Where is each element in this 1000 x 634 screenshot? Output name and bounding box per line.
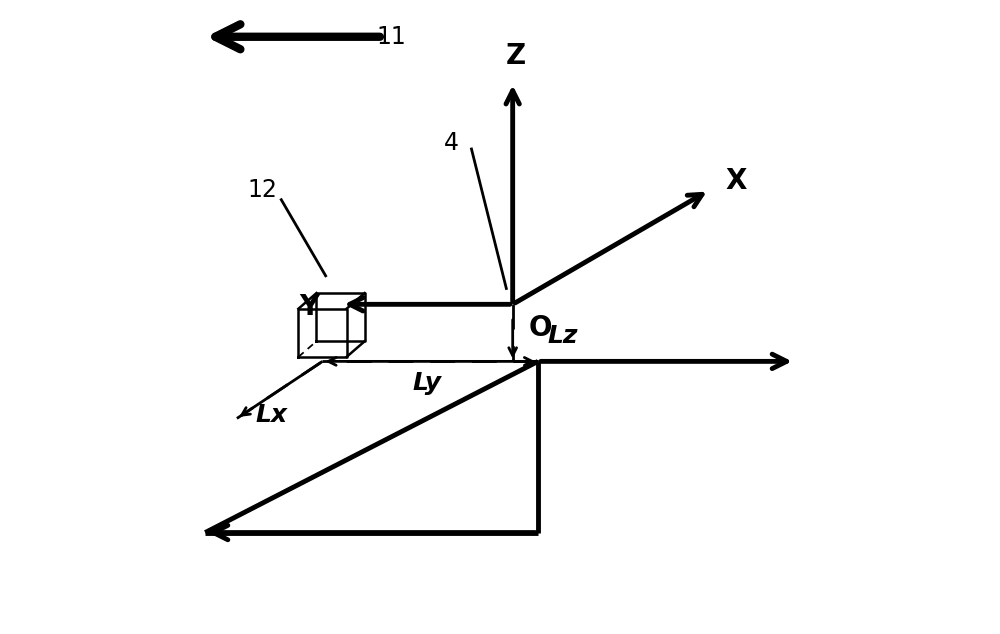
Text: Lx: Lx xyxy=(256,403,288,427)
Text: 4: 4 xyxy=(444,131,459,155)
Text: X: X xyxy=(725,167,746,195)
Text: Y: Y xyxy=(299,294,319,321)
Text: 11: 11 xyxy=(376,25,406,49)
Text: 12: 12 xyxy=(247,178,277,202)
Text: Lz: Lz xyxy=(548,324,578,348)
Text: O: O xyxy=(529,314,552,342)
Text: Ly: Ly xyxy=(413,371,442,395)
Text: Z: Z xyxy=(506,42,526,70)
